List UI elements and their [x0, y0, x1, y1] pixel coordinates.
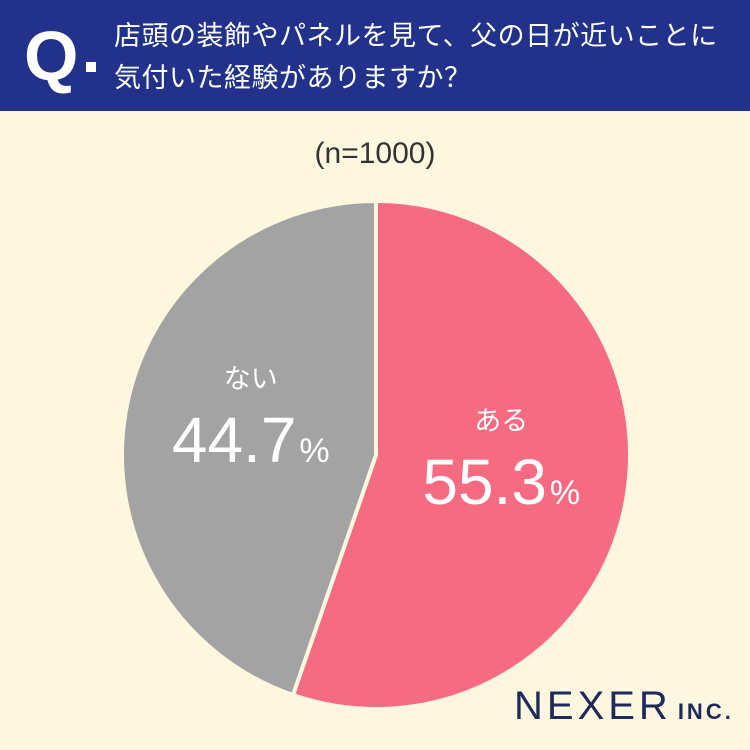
sample-size-label: (n=1000): [314, 137, 436, 170]
brand-logo: NEXER INC.: [514, 684, 734, 729]
slice-label-aru: ある: [474, 406, 528, 437]
pie-slice-nai: [120, 199, 378, 698]
slice-value-aru: 55.3%: [422, 446, 580, 518]
slice-value-nai: 44.7%: [172, 404, 330, 476]
brand-name: NEXER: [514, 684, 672, 728]
q-mark: Q: [24, 17, 79, 95]
question-header: Q 店頭の装飾やパネルを見て、父の日が近いことに気付いた経験がありますか？: [0, 0, 750, 111]
slice-label-nai: ない: [224, 364, 278, 395]
q-dot: [86, 62, 96, 72]
question-text: 店頭の装飾やパネルを見て、父の日が近いことに気付いた経験がありますか？: [114, 21, 718, 94]
brand-suffix: INC.: [677, 699, 734, 724]
